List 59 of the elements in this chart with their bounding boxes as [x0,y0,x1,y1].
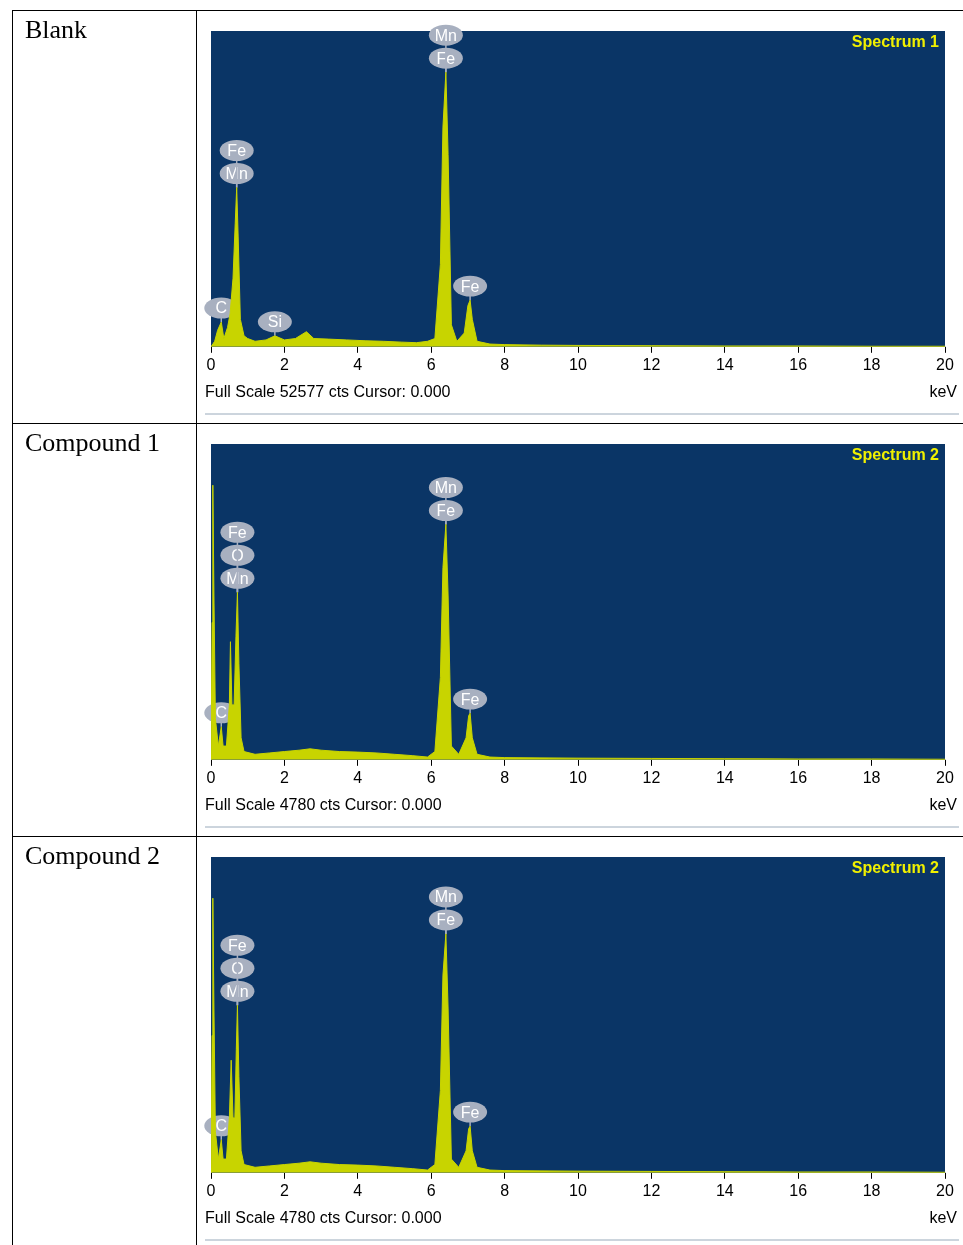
x-tick-label: 10 [569,1181,587,1199]
x-tick-label: 10 [569,355,587,373]
annotation: O [231,546,244,564]
x-tick-label: 4 [353,355,363,373]
x-tick-label: 16 [789,768,808,786]
x-tick-label: 2 [279,1181,289,1199]
x-tick-label: 10 [569,768,587,786]
x-tick-label: 0 [206,1181,216,1199]
chart-subtitle: Spectrum 2 [851,446,940,464]
chart-subtitle: Spectrum 1 [851,33,940,51]
x-tick-label: 6 [426,355,436,373]
annotation: Fe [228,936,247,954]
x-tick-label: 8 [500,355,510,373]
x-tick-label: 2 [279,768,289,786]
chart-title: Compound 1 [12,424,197,836]
x-tick-label: 0 [206,768,216,786]
annotation: Fe [436,49,456,67]
x-axis-title: keV [929,1209,958,1227]
x-tick-label: 0 [206,355,216,373]
x-tick-label: 14 [715,768,734,786]
annotation: O [231,959,244,977]
x-tick-label: 18 [862,1181,881,1199]
x-tick-label: 18 [862,355,881,373]
chart-subtitle: Spectrum 2 [851,859,940,877]
x-tick-label: 6 [426,1181,436,1199]
x-tick-label: 12 [642,355,661,373]
x-axis-title: keV [929,796,958,814]
annotation: Fe [436,911,456,929]
annotation: Si [267,313,282,331]
x-tick-label: 16 [789,1181,808,1199]
annotation: Fe [436,501,456,519]
x-tick-label: 8 [500,768,510,786]
x-axis-title: keV [929,383,958,401]
annotation: Fe [227,141,247,159]
x-tick-label: 2 [279,355,289,373]
x-tick-label: 8 [500,1181,510,1199]
x-tick-label: 20 [936,1181,954,1199]
x-tick-label: 18 [862,768,881,786]
text: Full Scale 52577 cts Cursor: 0.000 [205,383,451,401]
text: Full Scale 4780 cts Cursor: 0.000 [205,1209,442,1227]
annotation: Fe [228,523,247,541]
x-tick-label: 12 [642,1181,661,1199]
x-tick-label: 20 [936,768,954,786]
x-tick-label: 12 [642,768,661,786]
text: Full Scale 4780 cts Cursor: 0.000 [205,796,442,814]
chart-title: Blank [12,11,197,423]
x-tick-label: 14 [715,355,734,373]
annotation: C [215,1117,228,1135]
x-tick-label: 20 [936,355,954,373]
annotation: C [215,704,228,722]
annotation: Mn [434,888,457,906]
x-tick-label: 6 [426,768,436,786]
x-tick-label: 4 [353,768,363,786]
annotation: Mn [434,478,457,496]
x-tick-label: 16 [789,355,808,373]
chart-title: Compound 2 [12,837,197,1245]
x-tick-label: 14 [715,1181,734,1199]
annotation: Mn [434,26,457,44]
x-tick-label: 4 [353,1181,363,1199]
